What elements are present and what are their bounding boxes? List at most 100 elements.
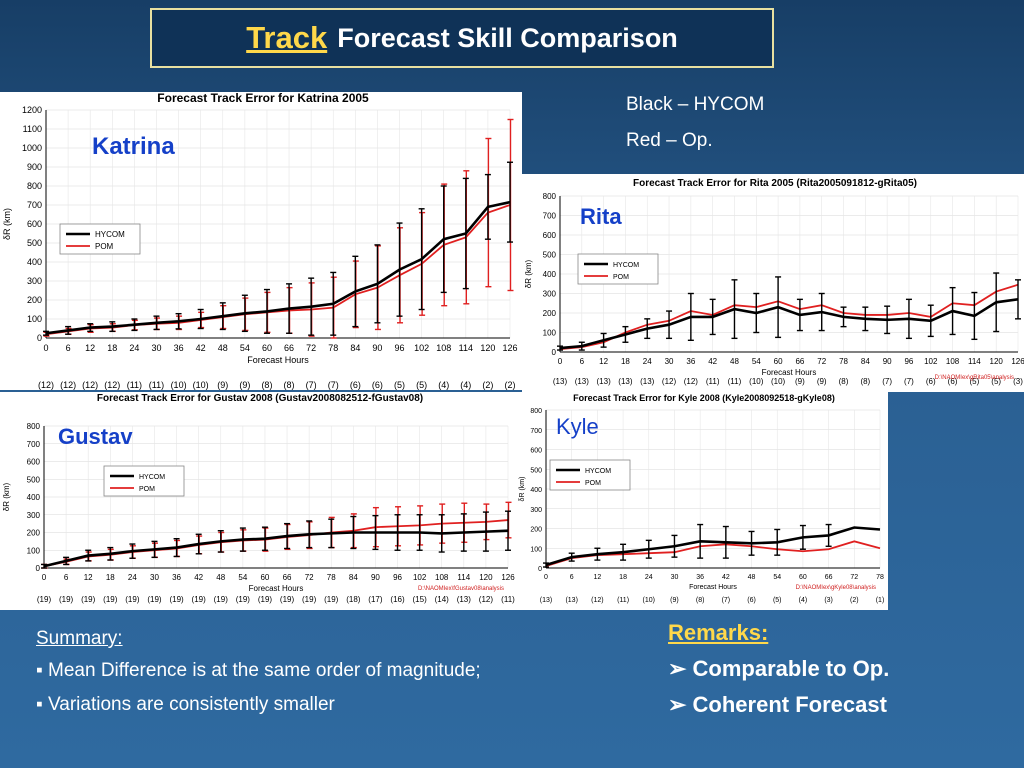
x-tick-label: 126: [502, 343, 517, 353]
sample-count-label: (16): [390, 595, 405, 604]
x-tick-label: 24: [643, 357, 652, 366]
x-tick-label: 90: [372, 343, 382, 353]
y-tick-label: 100: [543, 329, 557, 338]
chart-panel-rita: Forecast Track Error for Rita 2005 (Rita…: [522, 174, 1024, 392]
sample-count-label: (2): [505, 380, 516, 390]
x-tick-label: 72: [306, 343, 316, 353]
y-tick-label: 500: [543, 251, 557, 260]
sample-count-label: (8): [860, 377, 870, 386]
sample-count-label: (1): [876, 597, 885, 604]
y-tick-label: 400: [543, 270, 557, 279]
title-box: Track Forecast Skill Comparison: [150, 8, 774, 68]
x-tick-label: 66: [283, 573, 292, 582]
x-tick-label: 48: [218, 343, 228, 353]
x-tick-label: 36: [696, 574, 704, 581]
x-tick-label: 120: [479, 573, 493, 582]
sample-count-label: (10): [771, 377, 786, 386]
y-tick-label: 1100: [23, 124, 42, 134]
x-tick-label: 84: [349, 573, 358, 582]
sample-count-label: (2): [482, 380, 493, 390]
sample-count-label: (3): [824, 597, 833, 604]
x-tick-label: 78: [327, 573, 336, 582]
x-tick-label: 24: [645, 574, 653, 581]
sample-count-label: (6): [926, 377, 936, 386]
sample-count-label: (4): [460, 380, 471, 390]
y-tick-label: 0: [37, 333, 42, 343]
y-tick-label: 200: [543, 309, 557, 318]
summary-block: Summary: ▪ Mean Difference is at the sam…: [36, 628, 481, 728]
x-tick-label: 30: [665, 357, 674, 366]
y-tick-label: 500: [27, 475, 41, 484]
storm-label: Rita: [580, 204, 622, 229]
y-tick-label: 1000: [22, 143, 42, 153]
sample-count-label: (18): [346, 595, 361, 604]
legend-label: POM: [613, 274, 629, 281]
x-tick-label: 6: [580, 357, 585, 366]
y-tick-label: 400: [27, 493, 41, 502]
sample-count-label: (5): [394, 380, 405, 390]
x-tick-label: 12: [85, 343, 95, 353]
sample-count-label: (19): [59, 595, 74, 604]
sample-count-label: (19): [214, 595, 229, 604]
legend-note-black: Black – HYCOM: [626, 94, 765, 115]
x-tick-label: 42: [708, 357, 717, 366]
x-tick-label: 102: [413, 573, 427, 582]
legend-label: HYCOM: [139, 474, 165, 481]
sample-count-label: (11): [617, 597, 629, 604]
x-tick-label: 18: [106, 573, 115, 582]
path-note: D:\NAOMIex\fGustav08\analysis: [418, 586, 504, 592]
x-tick-label: 18: [619, 574, 627, 581]
y-tick-label: 500: [27, 238, 42, 248]
y-tick-label: 700: [27, 200, 42, 210]
x-tick-label: 0: [558, 357, 563, 366]
x-tick-label: 108: [436, 343, 451, 353]
sample-count-label: (19): [236, 595, 251, 604]
summary-title: Summary:: [36, 628, 123, 649]
y-tick-label: 300: [27, 276, 42, 286]
x-tick-label: 96: [904, 357, 913, 366]
x-tick-label: 6: [570, 574, 574, 581]
x-tick-label: 36: [172, 573, 181, 582]
sample-count-label: (6): [948, 377, 958, 386]
x-tick-label: 126: [501, 573, 515, 582]
sample-count-label: (13): [457, 595, 472, 604]
path-note: D:\NAOMIex\gRita05\analysis: [935, 375, 1014, 381]
chart-title: Forecast Track Error for Rita 2005 (Rita…: [633, 178, 917, 189]
x-tick-label: 54: [240, 343, 250, 353]
x-tick-label: 72: [305, 573, 314, 582]
chart-panel-katrina: Forecast Track Error for Katrina 2005 0 10…: [0, 92, 522, 390]
y-tick-label: 1200: [22, 105, 42, 115]
series-line-hycom: [43, 529, 509, 568]
x-tick-label: 84: [861, 357, 870, 366]
sample-count-label: (19): [280, 595, 295, 604]
x-tick-label: 36: [174, 343, 184, 353]
storm-label: Katrina: [92, 133, 175, 160]
y-tick-label: 700: [27, 440, 41, 449]
sample-count-label: (8): [284, 380, 295, 390]
y-tick-label: 300: [27, 511, 41, 520]
x-tick-label: 42: [722, 574, 730, 581]
sample-count-label: (11): [501, 595, 515, 604]
sample-count-label: (9): [670, 597, 679, 604]
path-note: D:\NAOMIex\gKyle08\analysis: [796, 585, 876, 591]
sample-count-label: (5): [991, 377, 1001, 386]
sample-count-label: (19): [169, 595, 184, 604]
x-tick-label: 60: [774, 357, 783, 366]
y-tick-label: 700: [530, 428, 542, 435]
sample-count-label: (5): [416, 380, 427, 390]
y-tick-label: 700: [543, 212, 557, 221]
sample-count-label: (10): [749, 377, 764, 386]
sample-count-label: (12): [82, 380, 98, 390]
x-tick-label: 60: [260, 573, 269, 582]
sample-count-label: (7): [328, 380, 339, 390]
y-tick-label: 600: [530, 448, 542, 455]
y-tick-label: 0: [552, 348, 557, 357]
x-tick-label: 84: [350, 343, 360, 353]
y-tick-label: 400: [27, 257, 42, 267]
x-tick-label: 66: [284, 343, 294, 353]
sample-count-label: (11): [706, 377, 720, 386]
legend-box: [549, 459, 631, 491]
x-tick-label: 72: [817, 357, 826, 366]
sample-count-label: (13): [553, 377, 568, 386]
chart-title: Forecast Track Error for Kyle 2008 (Kyle…: [573, 393, 835, 403]
